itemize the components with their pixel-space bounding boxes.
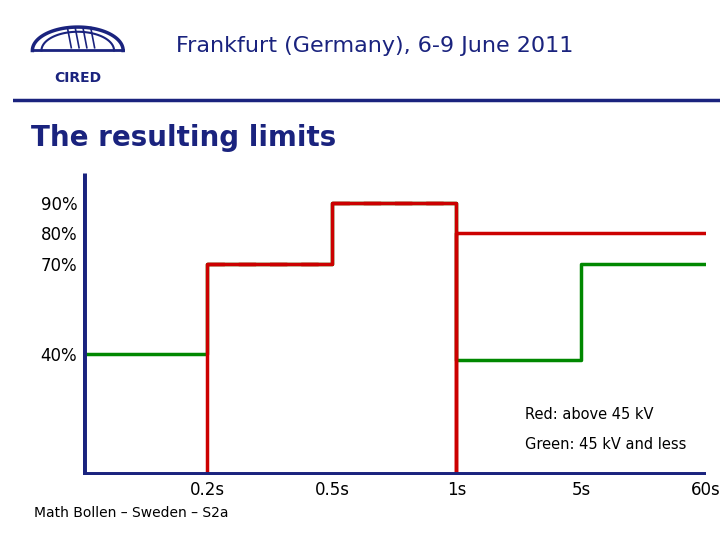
Text: Green: 45 kV and less: Green: 45 kV and less [525,437,686,453]
Text: Frankfurt (Germany), 6-9 June 2011: Frankfurt (Germany), 6-9 June 2011 [176,36,573,56]
Text: Math Bollen – Sweden – S2a: Math Bollen – Sweden – S2a [34,506,229,520]
Text: CIRED: CIRED [54,71,102,85]
Text: The resulting limits: The resulting limits [31,124,336,152]
Text: Red: above 45 kV: Red: above 45 kV [525,407,654,422]
